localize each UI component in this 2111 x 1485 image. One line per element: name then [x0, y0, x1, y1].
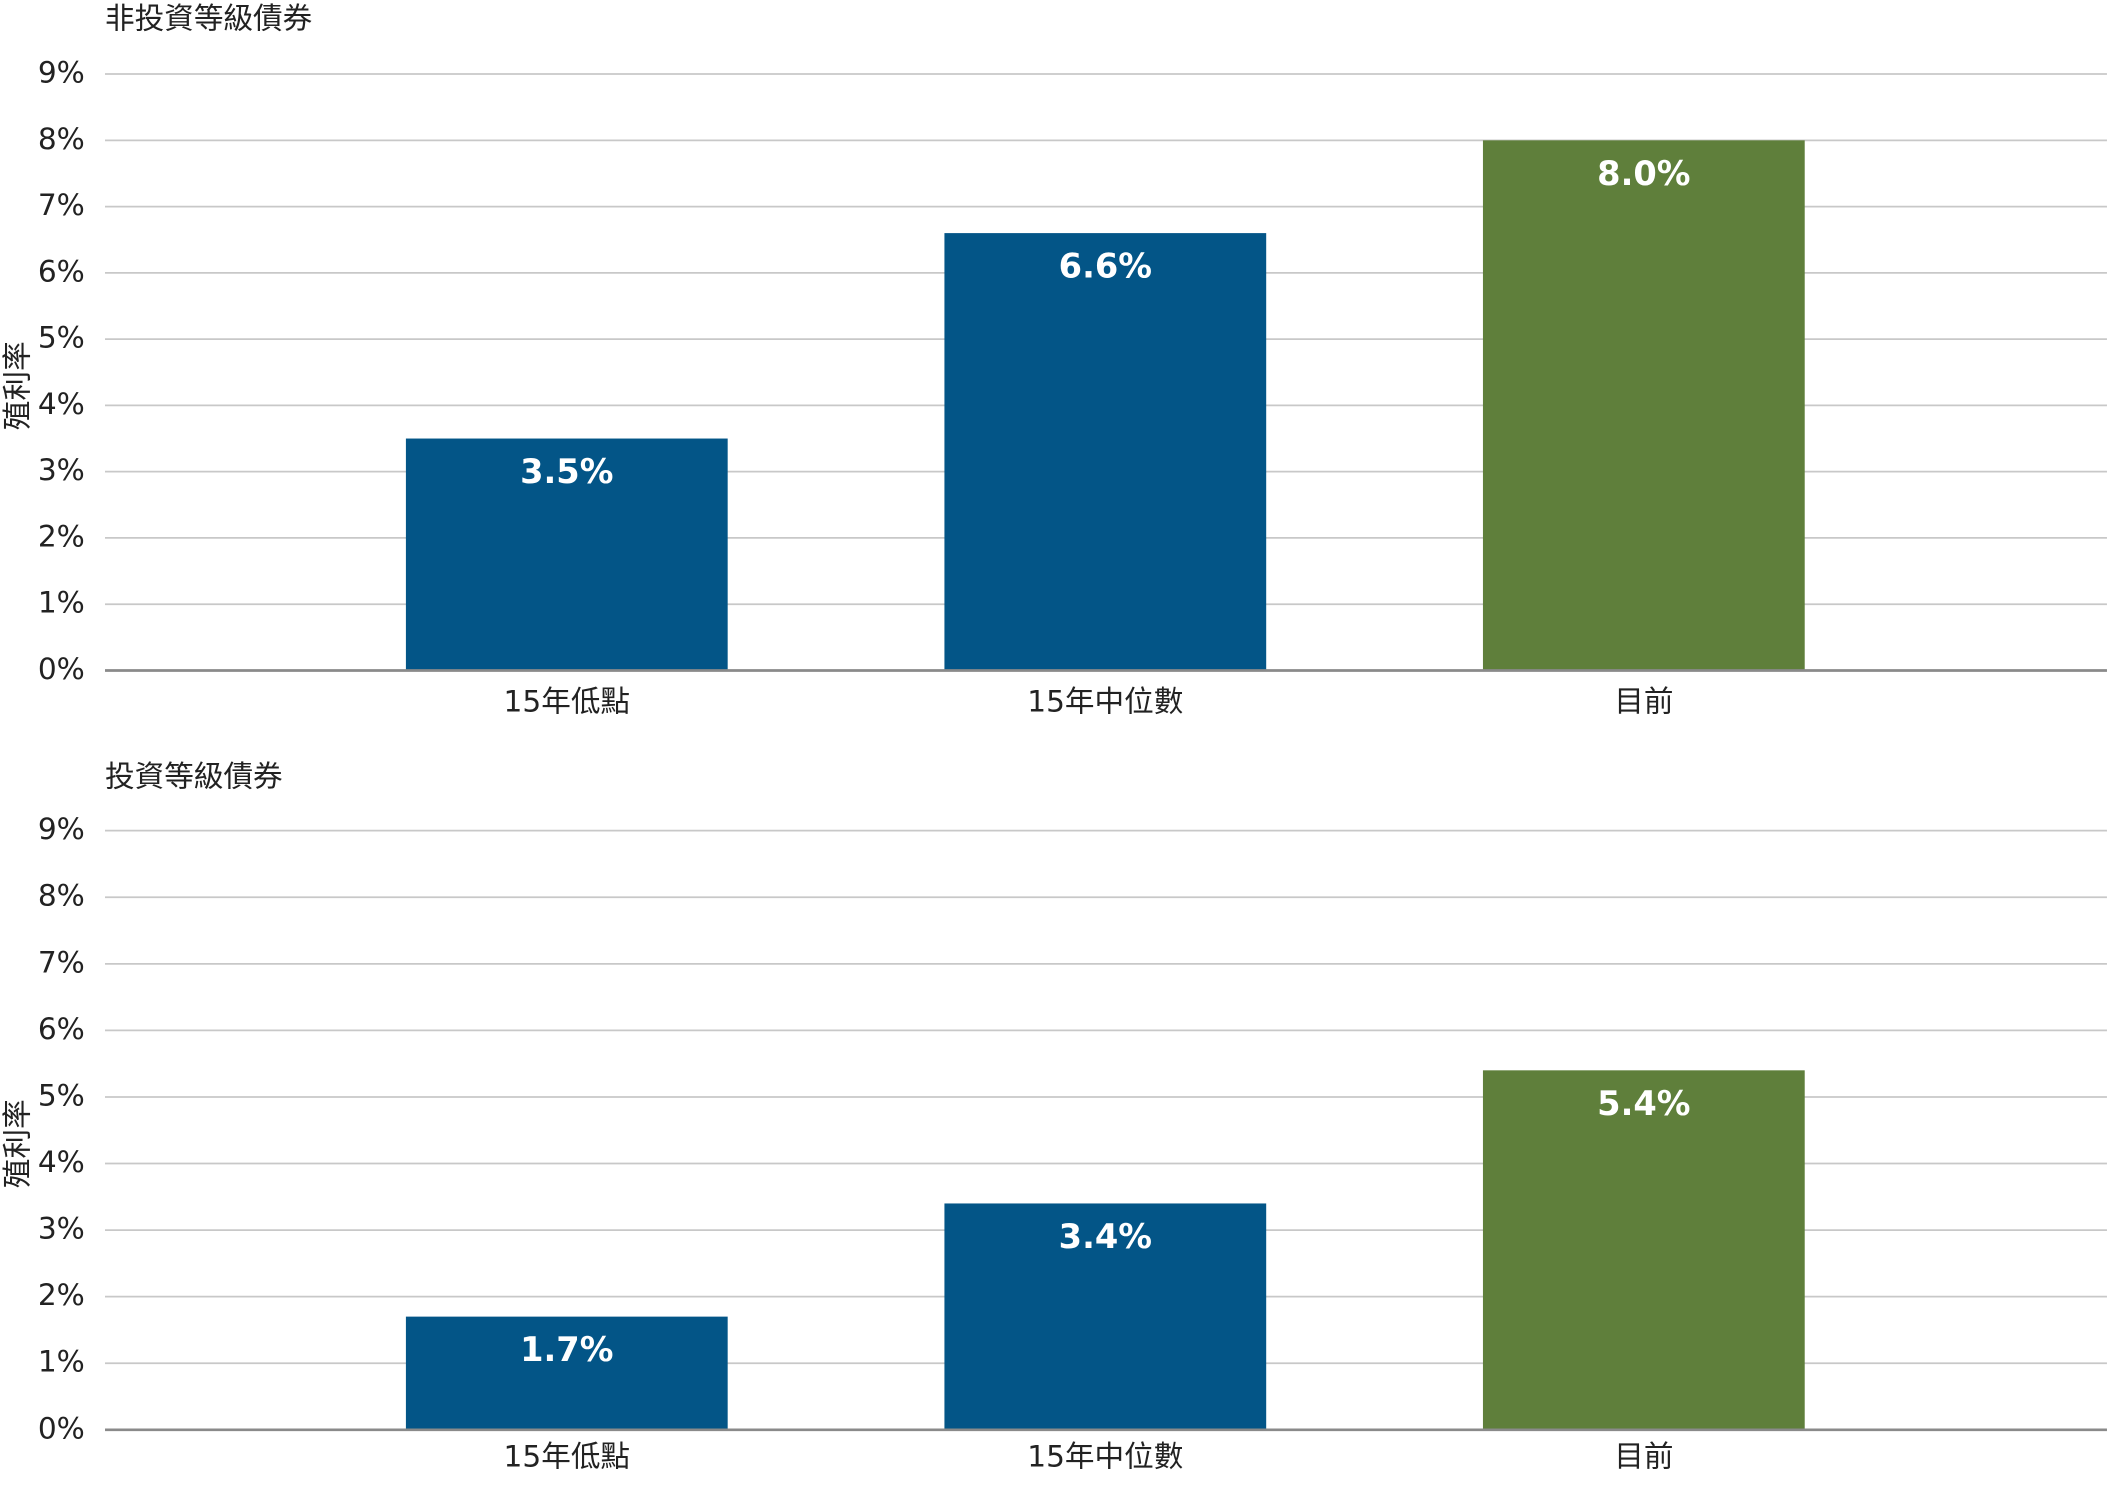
- y-tick-label: 7%: [38, 188, 85, 222]
- y-tick-label: 5%: [38, 1078, 85, 1112]
- chart-title: 投資等級債券: [105, 760, 283, 794]
- y-tick-label: 9%: [38, 812, 85, 846]
- x-tick-label: 目前: [1614, 684, 1673, 718]
- value-label: 8.0%: [1597, 154, 1690, 193]
- bar: [944, 233, 1267, 671]
- y-tick-label: 4%: [38, 1145, 85, 1179]
- y-tick-label: 7%: [38, 945, 85, 979]
- chart-title: 非投資等級債券: [105, 2, 312, 36]
- y-tick-label: 6%: [38, 254, 85, 288]
- bar: [1482, 1070, 1805, 1430]
- y-tick-label: 6%: [38, 1012, 85, 1046]
- value-label: 6.6%: [1059, 247, 1152, 286]
- y-tick-label: 1%: [38, 586, 85, 620]
- value-label: 3.5%: [520, 452, 613, 491]
- x-tick-label: 目前: [1614, 1440, 1673, 1474]
- y-tick-label: 2%: [38, 519, 85, 553]
- y-axis-label: 殖利率: [0, 341, 34, 430]
- y-tick-label: 8%: [38, 879, 85, 913]
- bar: [1482, 140, 1805, 671]
- y-tick-label: 0%: [38, 1411, 85, 1445]
- value-label: 1.7%: [520, 1330, 613, 1369]
- bar: [944, 1203, 1267, 1430]
- y-tick-label: 5%: [38, 321, 85, 355]
- y-tick-label: 0%: [38, 652, 85, 686]
- x-tick-label: 15年低點: [504, 1440, 631, 1474]
- value-label: 5.4%: [1597, 1084, 1690, 1123]
- y-tick-label: 4%: [38, 387, 85, 421]
- y-tick-label: 1%: [38, 1345, 85, 1379]
- y-tick-label: 8%: [38, 122, 85, 156]
- bar: [405, 438, 728, 671]
- x-tick-label: 15年中位數: [1027, 684, 1183, 718]
- y-axis-label: 殖利率: [0, 1099, 34, 1188]
- y-tick-label: 2%: [38, 1278, 85, 1312]
- x-tick-label: 15年中位數: [1027, 1440, 1183, 1474]
- value-label: 3.4%: [1059, 1217, 1152, 1256]
- x-tick-label: 15年低點: [504, 684, 631, 718]
- y-tick-label: 9%: [38, 56, 85, 90]
- y-tick-label: 3%: [38, 1212, 85, 1246]
- bar: [405, 1316, 728, 1430]
- y-tick-label: 3%: [38, 453, 85, 487]
